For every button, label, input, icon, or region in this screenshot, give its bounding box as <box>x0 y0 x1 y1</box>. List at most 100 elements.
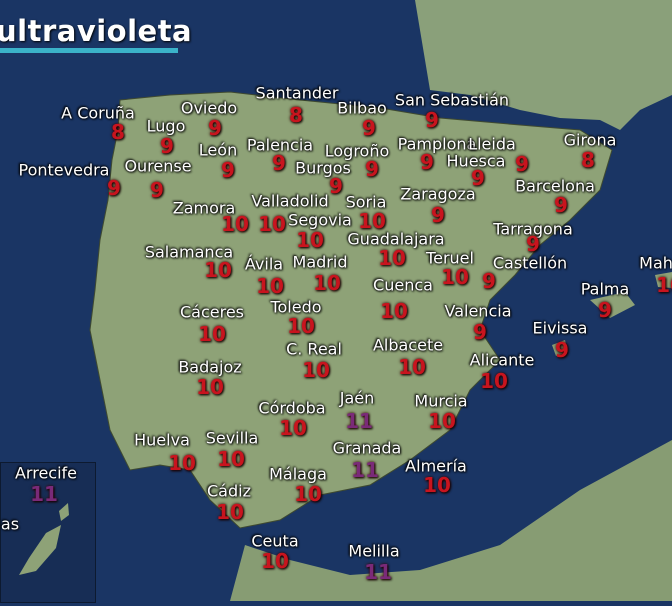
uv-value-albacete: 10 <box>398 355 426 379</box>
uv-value-palencia: 9 <box>272 151 286 175</box>
uv-value-palma: 9 <box>598 298 612 322</box>
uv-value-girona: 8 <box>581 148 595 172</box>
uv-value-ourense: 9 <box>150 178 164 202</box>
uv-value-lleida: 9 <box>515 152 529 176</box>
city-label-salamanca: Salamanca <box>144 242 234 262</box>
city-label-madrid: Madrid <box>292 252 348 272</box>
city-label-melilla: Melilla <box>348 541 400 561</box>
uv-value-burgos: 9 <box>329 174 343 198</box>
ibiza-land <box>552 340 568 356</box>
city-label-lleida: Lleida <box>468 134 516 154</box>
city-label-cadiz: Cádiz <box>207 481 251 501</box>
iberia-land <box>89 91 613 529</box>
city-label-soria: Soria <box>345 192 387 212</box>
city-label-pamplona: Pamplona <box>397 134 477 154</box>
city-label-oviedo: Oviedo <box>180 98 238 118</box>
city-label-bilbao: Bilbao <box>337 98 387 118</box>
uv-value-melilla: 11 <box>364 560 392 584</box>
mallorca-land <box>590 292 635 318</box>
uv-value-murcia: 10 <box>428 409 456 433</box>
uv-value-granada: 11 <box>351 458 379 482</box>
uv-value-lugo: 9 <box>160 134 174 158</box>
canary-islands-inset <box>0 462 96 603</box>
uv-value-castellon: 9 <box>482 269 496 293</box>
uv-value-zaragoza: 9 <box>431 203 445 227</box>
uv-value-c-real: 10 <box>302 358 330 382</box>
city-label-ourense: Ourense <box>124 156 192 176</box>
city-label-malaga: Málaga <box>269 464 327 484</box>
city-label-cuenca: Cuenca <box>373 275 433 295</box>
city-label-alicante: Alicante <box>469 350 535 370</box>
uv-value-pontevedra: 9 <box>107 176 121 200</box>
city-label-segovia: Segovia <box>288 210 352 230</box>
city-label-guadalajara: Guadalajara <box>347 229 445 249</box>
uv-value-soria: 10 <box>358 209 386 233</box>
uv-value-sevilla: 10 <box>217 447 245 471</box>
city-label-barcelona: Barcelona <box>515 176 595 196</box>
city-label-cordoba: Córdoba <box>258 398 326 418</box>
city-label-arrecife: Arrecife <box>14 463 78 483</box>
uv-value-toledo: 10 <box>287 314 315 338</box>
city-label-palencia: Palencia <box>246 135 314 155</box>
uv-value-logrono: 9 <box>365 157 379 181</box>
city-label-jaen: Jaén <box>339 388 375 408</box>
uv-value-huelva: 10 <box>168 451 196 475</box>
uv-value-valencia: 9 <box>473 320 487 344</box>
city-label-girona: Girona <box>563 130 617 150</box>
uv-value-barcelona: 9 <box>554 193 568 217</box>
city-label-sevilla: Sevilla <box>205 428 259 448</box>
uv-value-salamanca: 10 <box>204 258 232 282</box>
city-label-granada: Granada <box>332 438 402 458</box>
uv-value-alicante: 10 <box>480 369 508 393</box>
city-label-zamora: Zamora <box>172 198 236 218</box>
uv-value-leon: 9 <box>221 158 235 182</box>
city-label-ceuta: Ceuta <box>251 531 299 551</box>
uv-value-zamora: 10 <box>221 212 249 236</box>
uv-value-caceres: 10 <box>198 322 226 346</box>
uv-value-bilbao: 9 <box>362 116 376 140</box>
city-label-las-palmas-partial: as <box>0 514 20 534</box>
uv-value-ceuta: 10 <box>261 549 289 573</box>
city-label-murcia: Murcia <box>414 391 468 411</box>
uv-value-santander: 8 <box>289 103 303 127</box>
city-label-c-real: C. Real <box>286 339 342 359</box>
city-label-eivissa: Eivissa <box>532 318 588 338</box>
uv-value-eivissa: 9 <box>555 338 569 362</box>
uv-value-a-coruna: 8 <box>111 120 125 144</box>
city-label-lugo: Lugo <box>146 116 186 136</box>
uv-value-tarragona: 9 <box>526 232 540 256</box>
city-label-albacete: Albacete <box>372 335 444 355</box>
uv-value-guadalajara: 10 <box>378 246 406 270</box>
city-label-palma: Palma <box>580 279 630 299</box>
uv-value-jaen: 11 <box>345 409 373 433</box>
city-label-leon: León <box>198 140 238 160</box>
city-label-a-coruna: A Coruña <box>61 103 135 123</box>
africa-land <box>230 440 672 601</box>
uv-value-malaga: 10 <box>294 482 322 506</box>
city-label-caceres: Cáceres <box>179 302 245 322</box>
city-label-huesca: Huesca <box>446 151 506 171</box>
uv-value-mahon: 10 <box>656 273 672 297</box>
map-title: ultravioleta <box>0 14 193 48</box>
uv-value-huesca: 9 <box>471 166 485 190</box>
uv-value-san-sebastian: 9 <box>425 108 439 132</box>
uv-value-almeria: 10 <box>423 473 451 497</box>
city-label-pontevedra: Pontevedra <box>18 160 110 180</box>
uv-value-badajoz: 10 <box>196 375 224 399</box>
uv-value-cuenca: 10 <box>380 299 408 323</box>
uv-value-avila: 10 <box>256 274 284 298</box>
city-label-valladolid: Valladolid <box>251 191 329 211</box>
city-label-toledo: Toledo <box>270 297 322 317</box>
city-label-san-sebastian: San Sebastián <box>394 90 510 110</box>
uv-value-oviedo: 9 <box>208 116 222 140</box>
uv-value-valladolid: 10 <box>258 212 286 236</box>
uv-value-cordoba: 10 <box>279 416 307 440</box>
uv-value-cadiz: 10 <box>216 500 244 524</box>
city-label-teruel: Teruel <box>426 248 474 268</box>
uv-value-madrid: 10 <box>313 271 341 295</box>
city-label-tarragona: Tarragona <box>493 219 573 239</box>
uv-value-teruel: 10 <box>441 265 469 289</box>
city-label-logrono: Logroño <box>324 141 390 161</box>
uv-value-segovia: 10 <box>296 228 324 252</box>
city-label-valencia: Valencia <box>444 301 512 321</box>
